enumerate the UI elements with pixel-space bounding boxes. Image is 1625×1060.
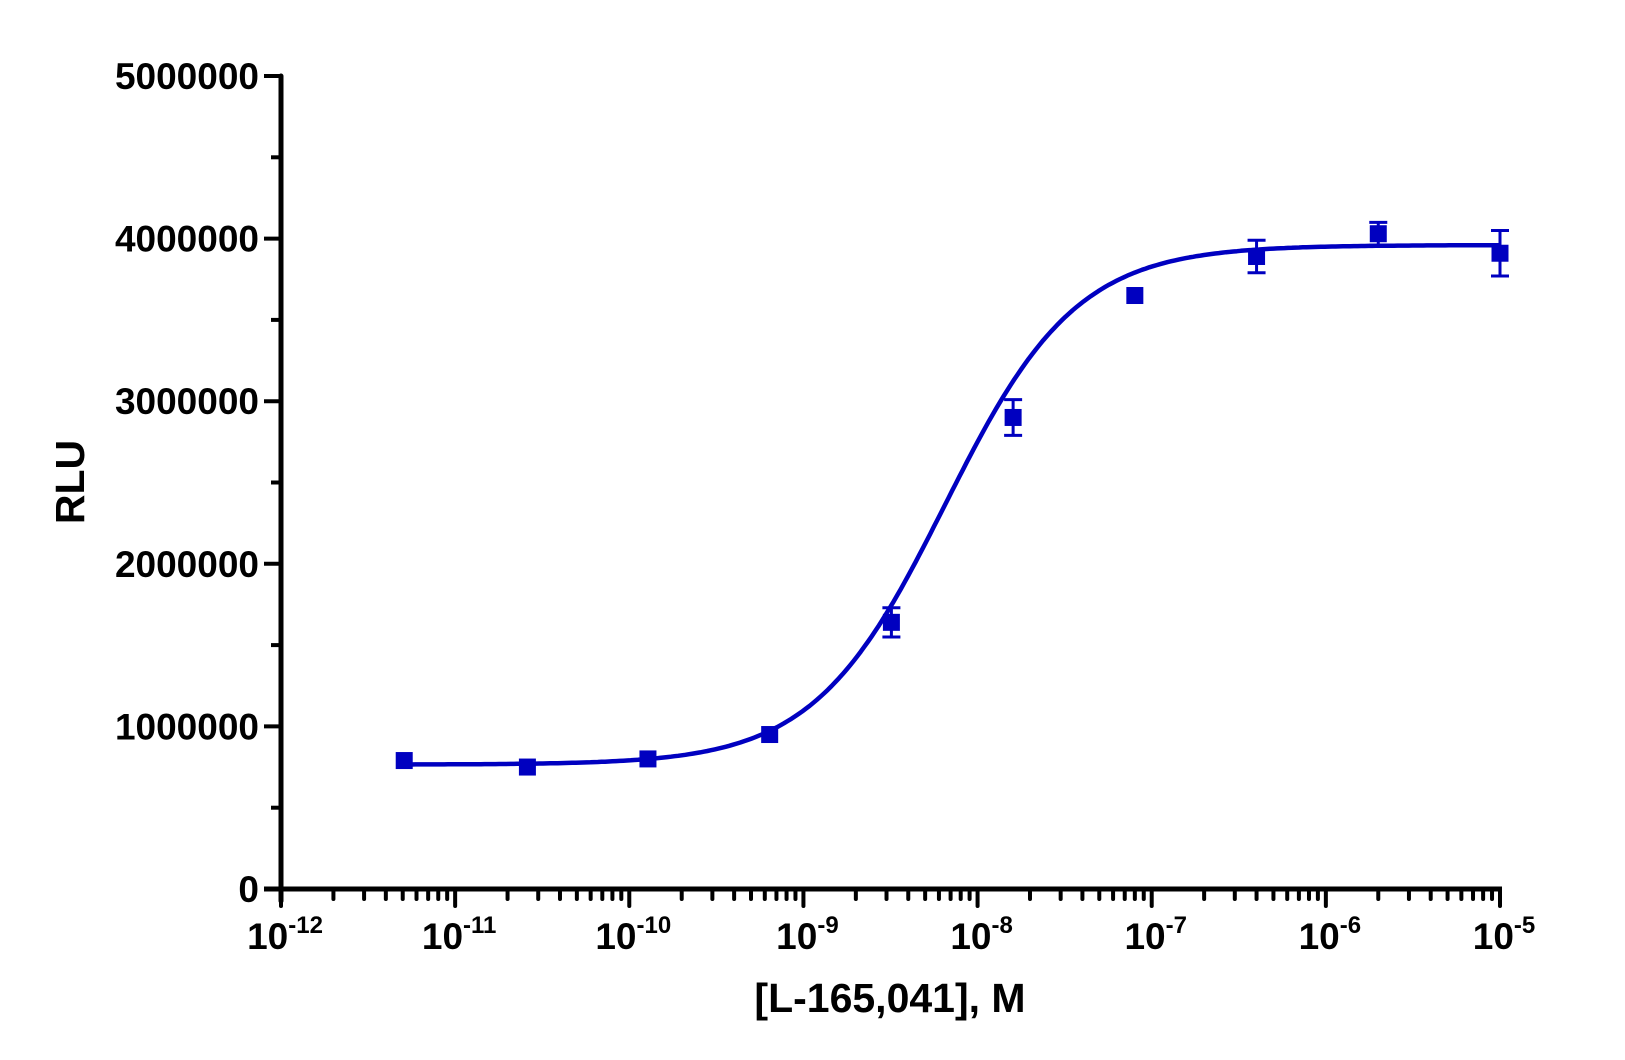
x-tick-label: 10-10 (595, 912, 671, 957)
data-point (518, 758, 536, 776)
data-point (1369, 220, 1388, 247)
x-tick-label: 10-9 (776, 912, 839, 957)
y-axis: 0 1000000 2000000 3000000 4000000 5000000 (115, 56, 284, 910)
square-marker (395, 752, 413, 770)
square-marker (761, 726, 779, 744)
square-marker (882, 613, 900, 631)
x-tick-label: 10-11 (422, 912, 497, 957)
data-point (395, 752, 413, 770)
data-point (882, 606, 901, 639)
square-marker (1004, 408, 1022, 426)
square-marker (1491, 244, 1509, 262)
x-axis-title: [L-165,041], M (754, 975, 1025, 1021)
square-marker (639, 750, 657, 768)
x-tick-label: 10-7 (1124, 912, 1187, 957)
data-point (1247, 238, 1266, 275)
data-point (639, 750, 657, 768)
y-tick-label: 2000000 (115, 544, 259, 585)
square-marker (518, 758, 536, 776)
fit-line (404, 242, 1500, 767)
x-tick-label: 10-5 (1473, 912, 1536, 957)
y-tick-label: 3000000 (115, 381, 259, 422)
y-tick-label: 1000000 (115, 706, 259, 747)
y-axis-title: RLU (47, 440, 93, 524)
y-tick-label: 0 (238, 869, 259, 910)
data-point (1126, 287, 1144, 305)
square-marker (1369, 225, 1387, 243)
square-marker (1126, 287, 1144, 305)
x-tick-label: 10-8 (950, 912, 1013, 957)
x-tick-label: 10-12 (247, 912, 323, 957)
x-tick-label: 10-6 (1299, 912, 1362, 957)
fit-curve (404, 242, 1500, 767)
data-point (761, 726, 779, 744)
data-point (1004, 398, 1023, 437)
data-point (1491, 228, 1509, 278)
y-tick-label: 4000000 (115, 219, 259, 260)
data-points (395, 220, 1509, 776)
y-tick-label: 5000000 (115, 56, 259, 97)
x-axis: 10-12 10-11 10-10 10-9 10-8 10-7 10-6 10-5 (247, 886, 1536, 957)
square-marker (1248, 247, 1266, 265)
